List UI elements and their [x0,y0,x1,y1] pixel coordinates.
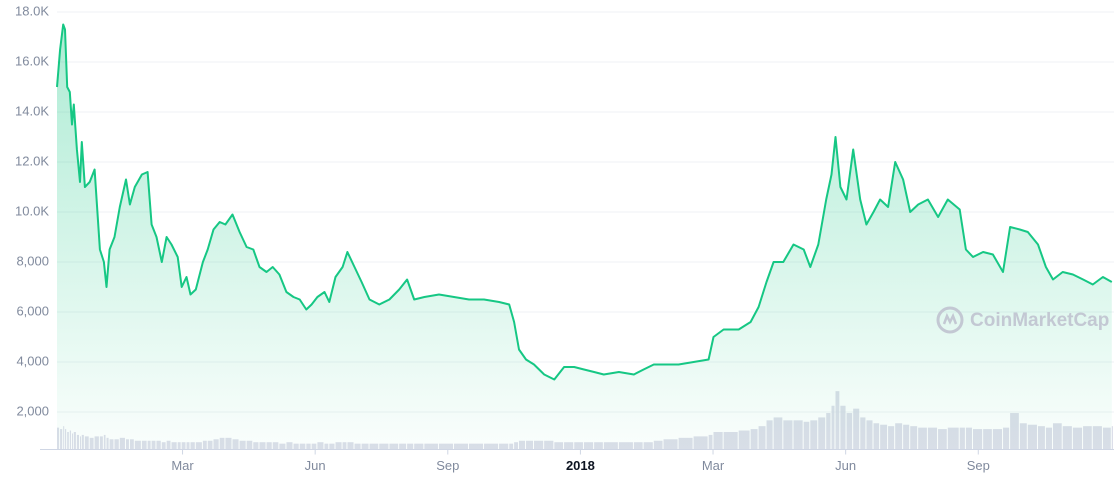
y-tick-label: 14.0K [15,103,49,118]
x-tick-label: Jun [305,458,326,473]
x-tick-label: 2018 [566,458,595,473]
y-tick-label: 4,000 [16,353,49,368]
watermark: CoinMarketCap [936,306,1109,334]
x-tick-label: Sep [967,458,990,473]
x-tick-label: Mar [171,458,194,473]
y-tick-label: 12.0K [15,153,49,168]
watermark-text: CoinMarketCap [970,310,1109,331]
x-tick-label: Mar [702,458,725,473]
y-tick-label: 2,000 [16,403,49,418]
volume-bar [1111,426,1113,450]
y-tick-label: 6,000 [16,303,49,318]
plot [56,23,1113,450]
y-tick-label: 8,000 [16,253,49,268]
x-tick-label: Jun [835,458,856,473]
price-line [56,23,1113,381]
watermark-logo-mark [942,312,958,325]
price-area [57,24,1112,450]
axes: 2,000 4,000 6,000 8,000 10.0K 12.0K 14.0K 16.0K… [15,3,1114,473]
x-tick-label: Sep [436,458,459,473]
y-tick-label: 10.0K [15,203,49,218]
y-tick-label: 18.0K [15,3,49,18]
y-tick-label: 16.0K [15,53,49,68]
watermark-logo [936,306,964,334]
